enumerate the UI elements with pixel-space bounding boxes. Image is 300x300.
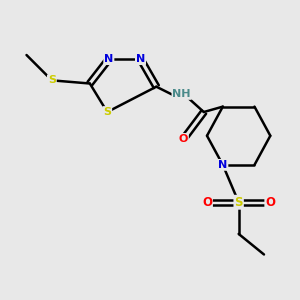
Text: N: N — [104, 54, 113, 64]
Text: S: S — [234, 196, 243, 209]
Text: O: O — [202, 196, 212, 209]
Text: O: O — [178, 134, 188, 144]
Text: S: S — [48, 75, 56, 85]
Text: O: O — [265, 196, 275, 209]
Text: N: N — [218, 160, 227, 170]
Text: S: S — [103, 107, 111, 117]
Text: N: N — [136, 54, 145, 64]
Text: NH: NH — [172, 89, 191, 99]
